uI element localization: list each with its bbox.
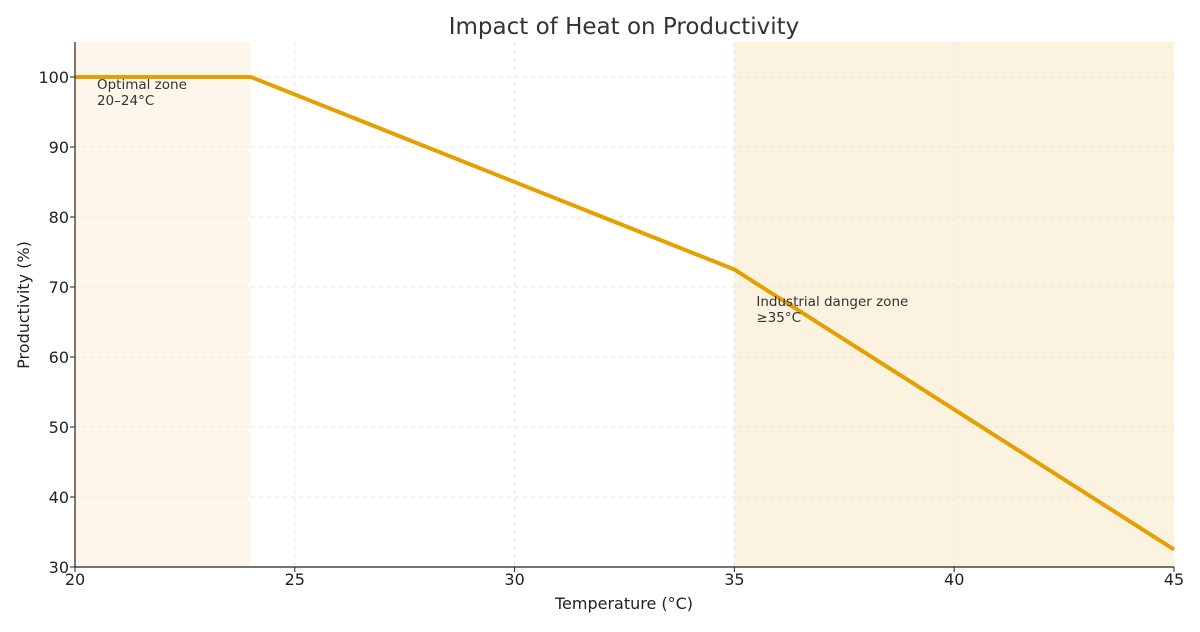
x-tick-label: 45 [1164,570,1184,589]
y-tick-label: 100 [38,68,69,87]
optimal-zone-region [75,42,251,567]
optimal-zone-annotation: Optimal zone [97,77,187,93]
x-tick-label: 30 [504,570,524,589]
productivity-line [75,75,1176,552]
danger-zone-annotation: Industrial danger zone [756,294,908,310]
y-tick-label: 30 [49,558,69,577]
y-tick-label: 70 [49,278,69,297]
x-tick-label: 20 [65,570,85,589]
chart-title: Impact of Heat on Productivity [449,14,800,40]
x-tick-label: 35 [724,570,744,589]
y-tick-label: 40 [49,488,69,507]
y-tick-label: 50 [49,418,69,437]
y-tick-label: 80 [49,208,69,227]
y-tick-label: 60 [49,348,69,367]
x-axis-label: Temperature (°C) [554,594,693,613]
x-tick-label: 40 [944,570,964,589]
danger-zone-annotation: ≥35°C [756,310,801,326]
optimal-zone-annotation: 20–24°C [97,93,154,109]
danger-zone-region [734,42,1174,567]
x-tick-label: 25 [285,570,305,589]
y-tick-label: 90 [49,138,69,157]
y-axis-label: Productivity (%) [14,241,33,369]
